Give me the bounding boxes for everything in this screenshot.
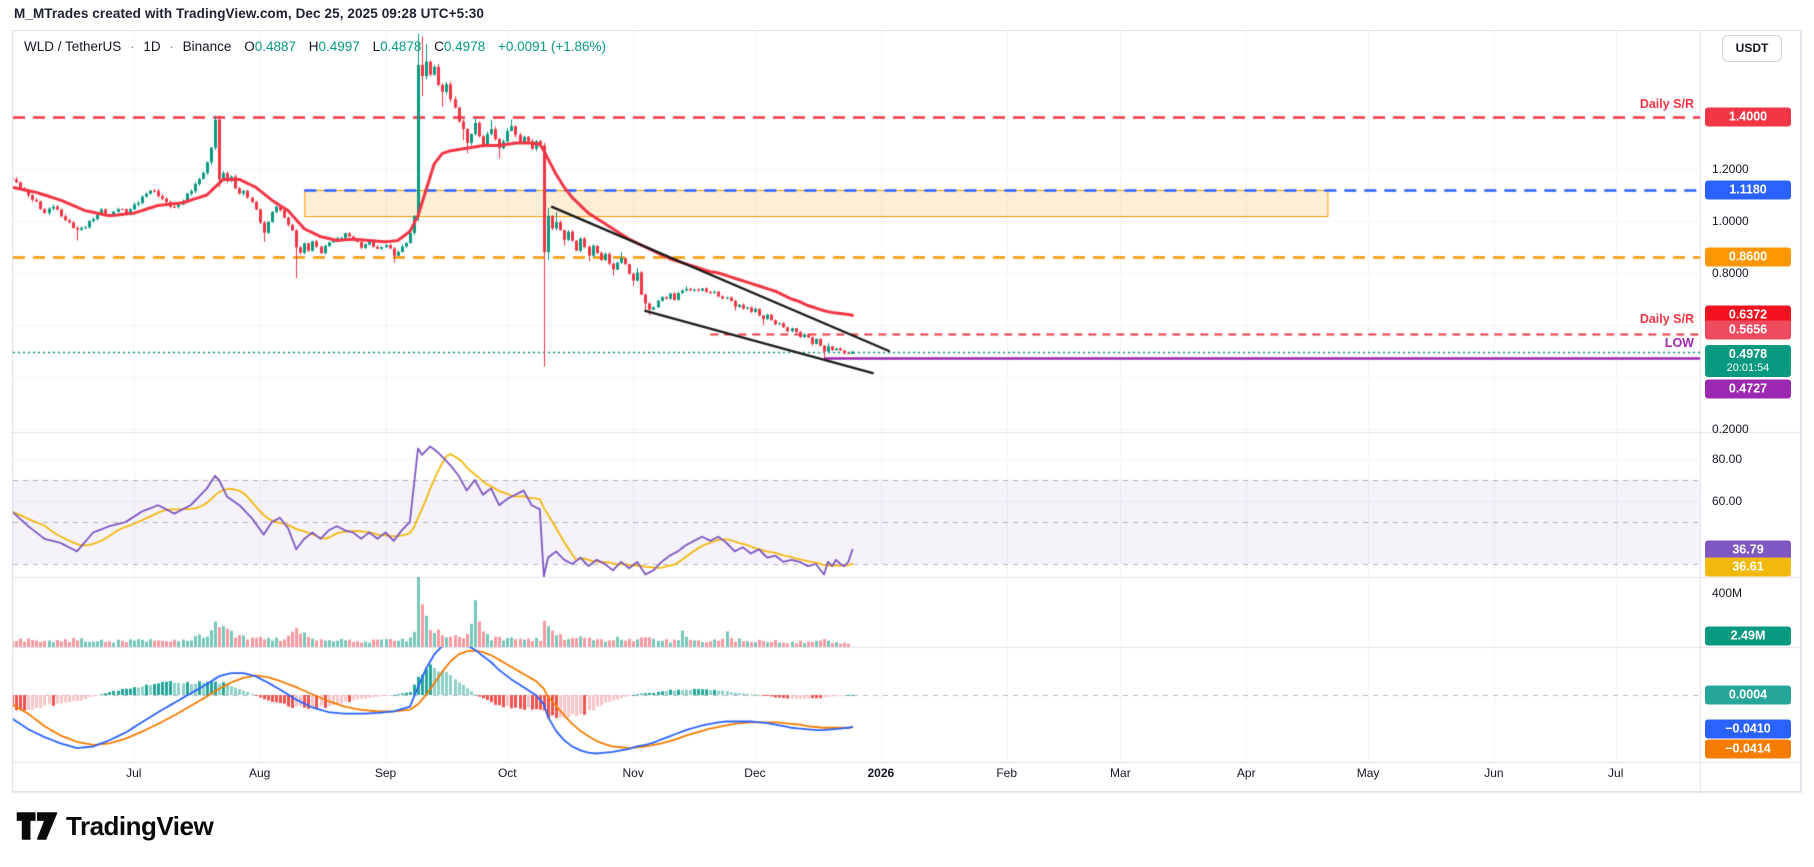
daily-sr-label: Daily S/R (1639, 312, 1694, 326)
open-value: 0.4887 (254, 39, 296, 54)
time-axis-label: Feb (996, 766, 1018, 780)
price-axis-badge: 2.49M (1705, 626, 1791, 646)
price-axis-badge: 0.4727 (1705, 379, 1791, 399)
header-separator: · (169, 39, 174, 54)
time-axis-label: Jul (126, 766, 142, 780)
time-axis-label: Sep (374, 766, 397, 780)
header-separator: · (130, 39, 135, 54)
price-axis-badge: 36.79 (1705, 540, 1791, 560)
change-value: +0.0091 (+1.86%) (497, 39, 607, 54)
tradingview-logo-text: TradingView (66, 810, 214, 841)
price-axis-badge: −0.0414 (1705, 739, 1791, 759)
price-axis-tick: 0.2000 (1712, 422, 1749, 436)
price-axis-badge: 36.61 (1705, 557, 1791, 577)
time-axis-label: Mar (1110, 766, 1131, 780)
price-axis-badge: −0.0410 (1705, 719, 1791, 739)
price-axis-badge: 0.0004 (1705, 685, 1791, 705)
tradingview-logo[interactable]: TradingView (16, 810, 214, 842)
price-axis-tick: 60.00 (1712, 494, 1743, 508)
price-axis-tick: 80.00 (1712, 452, 1743, 466)
price-axis-tick: 1.2000 (1712, 162, 1749, 176)
time-axis-label: 2026 (867, 766, 895, 780)
time-axis-label: Jun (1484, 766, 1504, 780)
time-axis-label: Dec (744, 766, 766, 780)
time-axis-label: Apr (1236, 766, 1256, 780)
candle-countdown: 20:01:54 (1726, 361, 1770, 374)
price-axis-badge: 1.4000 (1705, 107, 1791, 127)
symbol-name[interactable]: WLD / TetherUS (24, 39, 122, 54)
timeframe-label[interactable]: 1D (143, 39, 161, 54)
high-label: H (308, 39, 319, 54)
open-label: O (244, 39, 255, 54)
price-axis-tick: 0.8000 (1712, 266, 1749, 280)
time-axis-label: Oct (497, 766, 517, 780)
low-line-label: LOW (1664, 336, 1694, 350)
price-axis-tick: 1.0000 (1712, 214, 1749, 228)
high-value: 0.4997 (318, 39, 360, 54)
time-axis-label: May (1356, 766, 1380, 780)
time-axis-label: Jul (1608, 766, 1624, 780)
price-axis-badge: 0.8600 (1705, 247, 1791, 267)
price-axis-badge: 0.6372 (1705, 305, 1791, 325)
symbol-header[interactable]: WLD / TetherUS · 1D · Binance O0.4887 H0… (24, 39, 606, 54)
close-value: 0.4978 (443, 39, 486, 54)
close-label: C (434, 39, 444, 54)
price-axis-tick: 400M (1712, 586, 1743, 600)
tradingview-logo-icon (16, 812, 58, 840)
currency-toggle-button[interactable]: USDT (1722, 35, 1782, 62)
price-axis-badge: 0.5656 (1705, 320, 1791, 340)
price-axis-badge: 1.1180 (1705, 180, 1791, 200)
time-axis-label: Nov (622, 766, 644, 780)
low-label: L (372, 39, 381, 54)
exchange-label: Binance (182, 39, 232, 54)
daily-sr-label: Daily S/R (1639, 97, 1694, 111)
price-axis-badge: 0.4978 20:01:54 (1705, 344, 1791, 377)
low-value: 0.4878 (380, 39, 422, 54)
time-axis-label: Aug (248, 766, 271, 780)
